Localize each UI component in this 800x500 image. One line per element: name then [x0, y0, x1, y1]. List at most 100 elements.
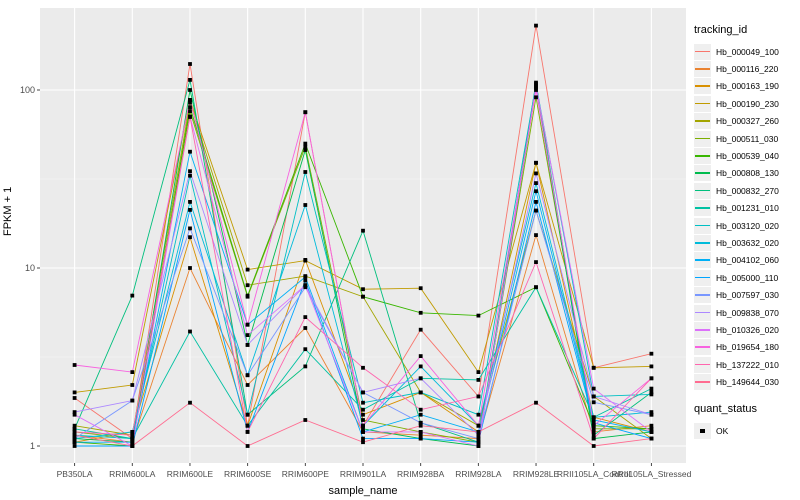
legend-line-icon	[695, 241, 710, 244]
legend-item: Hb_000049_100	[694, 43, 800, 60]
legend-key-swatch	[694, 252, 711, 269]
x-tick-label: RRIM600LE	[167, 469, 214, 479]
data-point	[476, 412, 481, 417]
data-point	[534, 181, 538, 185]
data-point	[303, 285, 308, 290]
data-point	[72, 436, 77, 441]
data-point	[591, 436, 596, 441]
data-point	[418, 286, 423, 291]
legend-line-icon	[695, 85, 710, 88]
legend-key-swatch	[694, 165, 711, 182]
x-tick-label: RRIM600LA	[109, 469, 156, 479]
data-point	[476, 440, 481, 445]
data-point	[188, 266, 192, 270]
legend-item: Hb_000190_230	[694, 95, 800, 112]
legend-item-label: Hb_003632_020	[716, 237, 779, 248]
data-point	[303, 141, 308, 146]
legend-item-label: Hb_000808_130	[716, 168, 779, 179]
data-point	[418, 436, 423, 441]
data-point	[418, 430, 423, 434]
data-point	[245, 383, 250, 387]
legend-line-icon	[695, 155, 710, 157]
legend-key-swatch	[694, 61, 711, 78]
data-point	[188, 115, 192, 119]
x-tick-label: RRIM600SE	[224, 469, 272, 479]
data-point	[130, 398, 135, 403]
data-point	[361, 365, 365, 370]
data-point	[188, 78, 192, 82]
data-point	[591, 423, 596, 428]
legend-key-swatch	[694, 321, 711, 338]
data-point	[188, 169, 192, 174]
data-point	[591, 433, 596, 438]
y-tick-label: 1	[30, 441, 35, 451]
legend-key-swatch	[694, 356, 711, 373]
legend-item: Hb_000808_130	[694, 165, 800, 182]
data-point	[72, 363, 77, 367]
data-point	[303, 347, 308, 352]
data-point	[245, 423, 250, 428]
legend-line-icon	[695, 137, 710, 140]
data-point	[361, 228, 365, 233]
legend-key-swatch	[694, 78, 711, 95]
data-point	[188, 226, 192, 231]
data-point	[72, 390, 77, 395]
data-point	[361, 436, 365, 441]
data-point	[534, 208, 538, 213]
legend-title-tracking-id: tracking_id	[694, 24, 748, 36]
data-point	[476, 423, 481, 428]
data-point	[418, 407, 423, 412]
data-point	[303, 278, 308, 283]
data-point	[188, 329, 192, 334]
data-point	[534, 171, 538, 176]
data-point	[303, 275, 308, 279]
data-point	[476, 378, 481, 382]
data-point	[72, 433, 77, 438]
data-point	[188, 200, 192, 204]
data-point	[591, 418, 596, 422]
legend-line-icon	[695, 172, 710, 175]
data-point	[418, 327, 423, 332]
legend-item: Hb_009838_070	[694, 304, 800, 321]
data-point	[130, 436, 135, 441]
data-point	[245, 322, 250, 327]
legend-item: Hb_000163_190	[694, 78, 800, 95]
data-point	[591, 386, 596, 391]
legend-item-label: Hb_003120_020	[716, 220, 779, 231]
data-point	[649, 412, 654, 417]
data-point	[418, 364, 423, 369]
legend-item-label: Hb_004102_060	[716, 255, 779, 266]
data-point	[188, 88, 192, 92]
data-point	[476, 444, 481, 448]
data-point	[649, 392, 654, 397]
legend-key-swatch	[694, 130, 711, 147]
legend-items: Hb_000049_100 Hb_000116_220 Hb_000163_190 H…	[694, 43, 800, 391]
legend-line-icon	[695, 363, 710, 366]
data-point	[303, 170, 308, 174]
data-point	[188, 173, 192, 178]
x-tick-label: RRII105LA_Control	[557, 469, 631, 479]
data-point	[418, 412, 423, 417]
legend-line-icon	[695, 381, 710, 383]
data-point	[476, 370, 481, 374]
data-point	[245, 430, 250, 434]
data-point	[188, 100, 192, 105]
data-point	[72, 444, 77, 448]
legend-item: Hb_000832_270	[694, 182, 800, 199]
data-point	[72, 430, 77, 434]
legend-item-label: Hb_000163_190	[716, 81, 779, 92]
data-point	[130, 440, 135, 445]
data-point	[130, 293, 135, 298]
legend-item: Hb_003120_020	[694, 217, 800, 234]
data-point	[534, 95, 538, 100]
y-axis-title: FPKM + 1	[2, 186, 14, 236]
legend-key-swatch	[694, 148, 711, 165]
data-point	[303, 418, 308, 422]
data-point	[476, 436, 481, 441]
data-point	[303, 315, 308, 319]
legend-line-icon	[695, 102, 710, 105]
data-point	[418, 433, 423, 438]
data-point	[476, 430, 481, 434]
data-point	[534, 233, 538, 237]
